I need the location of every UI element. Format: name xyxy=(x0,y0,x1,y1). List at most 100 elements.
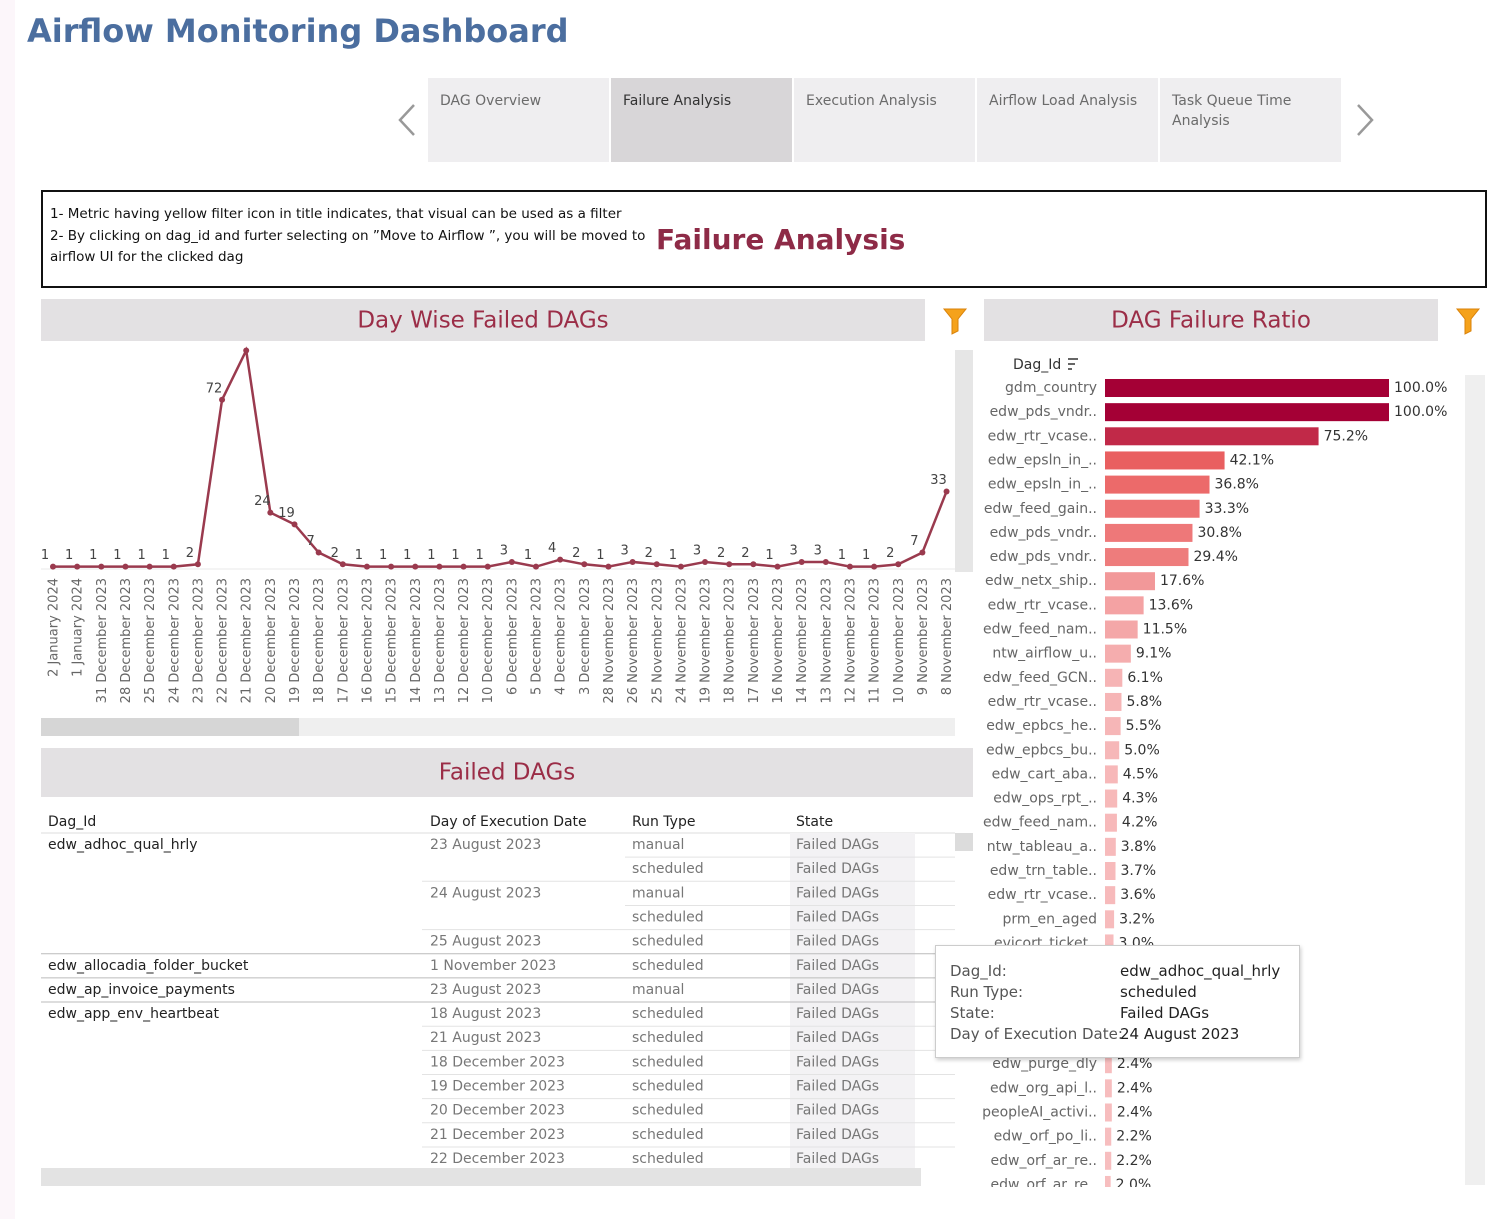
cell[interactable]: edw_ap_invoice_payments xyxy=(48,982,235,998)
data-label: 4.3% xyxy=(1122,791,1158,807)
category-label[interactable]: edw_orf_ar_re.. xyxy=(991,1177,1098,1193)
cell: scheduled xyxy=(632,1006,704,1022)
bar[interactable] xyxy=(1105,741,1120,760)
category-label[interactable]: edw_feed_GCN.. xyxy=(983,670,1097,686)
bar[interactable] xyxy=(1105,668,1123,687)
bar[interactable] xyxy=(1105,886,1116,905)
bar[interactable] xyxy=(1105,1151,1112,1170)
bar[interactable] xyxy=(1105,837,1116,856)
category-label[interactable]: edw_trn_table.. xyxy=(990,863,1097,879)
scrollbar[interactable] xyxy=(1465,375,1485,1185)
bar[interactable] xyxy=(1105,523,1193,542)
category-label[interactable]: edw_feed_nam.. xyxy=(983,815,1097,831)
cell: Failed DAGs xyxy=(796,934,879,950)
cell[interactable]: edw_app_env_heartbeat xyxy=(48,1006,219,1022)
bar[interactable] xyxy=(1105,1103,1112,1122)
scrollbar[interactable] xyxy=(955,833,973,851)
category-label[interactable]: edw_epbcs_he.. xyxy=(986,718,1097,734)
category-label[interactable]: edw_rtr_vcase.. xyxy=(988,694,1097,710)
category-label[interactable]: edw_netx_ship.. xyxy=(985,573,1097,589)
category-label[interactable]: edw_pds_vndr.. xyxy=(990,549,1097,565)
category-label[interactable]: ntw_tableau_a.. xyxy=(987,839,1097,855)
category-label[interactable]: edw_orf_po_li.. xyxy=(994,1129,1097,1145)
bar[interactable] xyxy=(1105,765,1118,784)
scrollbar[interactable] xyxy=(955,350,973,572)
data-label: 2 xyxy=(741,546,749,561)
scrollbar[interactable] xyxy=(41,1168,921,1186)
category-label[interactable]: edw_rtr_vcase.. xyxy=(988,887,1097,903)
x-tick-label: 18 December 2023 xyxy=(312,578,327,703)
bar[interactable] xyxy=(1105,934,1114,953)
bar[interactable] xyxy=(1105,692,1122,711)
bar[interactable] xyxy=(1105,862,1116,880)
category-label[interactable]: edw_epsln_in_.. xyxy=(988,477,1097,493)
tabs-prev[interactable] xyxy=(398,104,415,136)
category-label[interactable]: edw_feed_nam.. xyxy=(983,622,1097,638)
category-label[interactable]: edw_rtr_vcase.. xyxy=(988,597,1097,613)
x-tick-label: 2 January 2024 xyxy=(47,578,62,677)
bar[interactable] xyxy=(1105,910,1115,929)
sort-icon[interactable] xyxy=(1068,358,1078,370)
bar[interactable] xyxy=(1105,548,1189,567)
cell: Failed DAGs xyxy=(796,1054,879,1070)
x-tick-label: 23 December 2023 xyxy=(191,578,206,703)
category-label[interactable]: edw_rtr_vcase.. xyxy=(988,428,1097,444)
bar[interactable] xyxy=(1105,717,1121,736)
bar[interactable] xyxy=(1105,1175,1111,1194)
bar[interactable] xyxy=(1105,475,1210,494)
tabs-next[interactable] xyxy=(1357,104,1374,136)
tab[interactable]: DAG Overview xyxy=(428,78,609,162)
category-label[interactable]: ntw_airflow_u.. xyxy=(992,646,1097,662)
category-label[interactable]: edw_ops_rpt_.. xyxy=(993,791,1097,807)
category-label[interactable]: edw_purge_dly xyxy=(992,1056,1097,1072)
cell[interactable]: edw_allocadia_folder_bucket xyxy=(48,958,249,974)
category-label[interactable]: gdm_country xyxy=(1005,380,1097,396)
category-label[interactable]: edw_feed_gain.. xyxy=(984,501,1097,517)
tab[interactable]: Airflow Load Analysis xyxy=(977,78,1158,162)
data-label: 7 xyxy=(910,534,918,549)
bar[interactable] xyxy=(1105,1055,1112,1074)
category-label[interactable]: edw_org_api_l.. xyxy=(990,1080,1097,1096)
category-label[interactable]: peopleAI_activi.. xyxy=(982,1105,1097,1121)
filter-icon[interactable] xyxy=(942,308,968,335)
bar[interactable] xyxy=(1105,451,1225,470)
data-label: 9.1% xyxy=(1136,646,1172,662)
category-label[interactable]: edw_pds_vndr.. xyxy=(990,404,1097,420)
cell[interactable]: edw_adhoc_qual_hrly xyxy=(48,837,198,853)
bar[interactable] xyxy=(1105,427,1319,446)
category-label[interactable]: edw_epbcs_bu.. xyxy=(986,742,1097,758)
tab[interactable]: Failure Analysis xyxy=(611,78,792,162)
data-label: 1 xyxy=(669,548,677,563)
title-bar xyxy=(41,748,973,797)
tab[interactable]: Task Queue Time Analysis xyxy=(1160,78,1341,162)
x-tick-label: 3 December 2023 xyxy=(578,578,593,695)
category-label[interactable]: edw_pds_vndr.. xyxy=(990,525,1097,541)
category-label[interactable]: prm_en_aged xyxy=(1003,911,1098,927)
bar[interactable] xyxy=(1105,644,1131,663)
point xyxy=(774,563,781,570)
bar[interactable] xyxy=(1105,620,1138,639)
x-tick-label: 14 December 2023 xyxy=(409,578,424,703)
scrollbar[interactable] xyxy=(41,718,299,736)
bar[interactable] xyxy=(1105,1127,1112,1146)
data-label: 1 xyxy=(524,548,532,563)
bar[interactable] xyxy=(1105,403,1389,422)
data-label: 2 xyxy=(645,546,653,561)
bar[interactable] xyxy=(1105,789,1118,808)
filter-icon[interactable] xyxy=(1455,308,1481,335)
tab[interactable]: Execution Analysis xyxy=(794,78,975,162)
bar[interactable] xyxy=(1105,1079,1112,1098)
category-label[interactable]: edw_epsln_in_.. xyxy=(988,452,1097,468)
bar[interactable] xyxy=(1105,379,1389,397)
bar[interactable] xyxy=(1105,813,1117,832)
category-label[interactable]: edw_cart_aba.. xyxy=(992,766,1097,782)
point xyxy=(412,563,419,570)
data-label: 2.0% xyxy=(1116,1177,1152,1193)
bar[interactable] xyxy=(1105,596,1144,615)
bar[interactable] xyxy=(1105,572,1155,591)
bar[interactable] xyxy=(1105,499,1200,518)
point xyxy=(74,563,81,570)
data-label: 19 xyxy=(278,506,295,521)
category-label[interactable]: edw_orf_ar_re.. xyxy=(991,1153,1098,1169)
point xyxy=(919,549,926,556)
